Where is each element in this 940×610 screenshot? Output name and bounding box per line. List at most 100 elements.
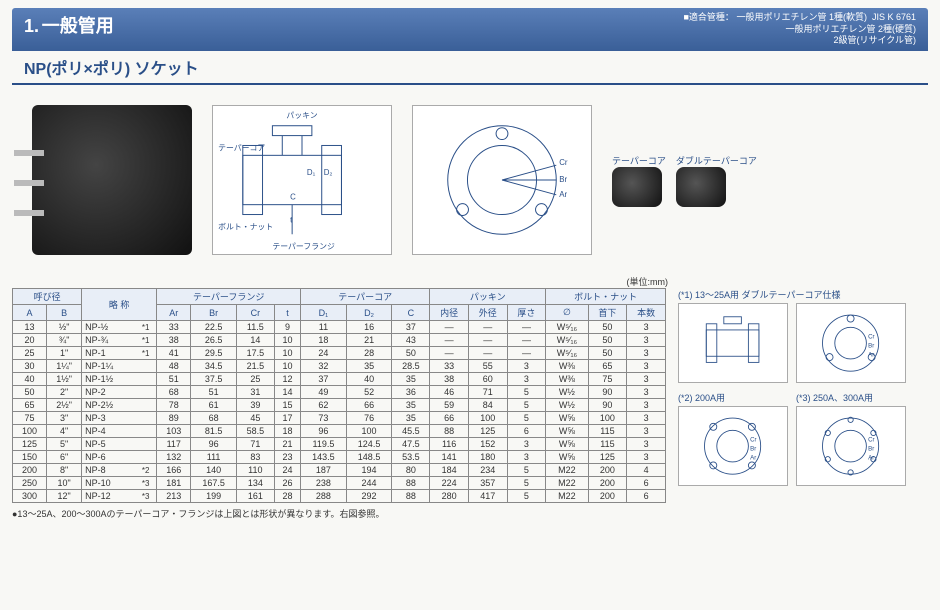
svg-text:t: t: [290, 215, 293, 224]
table-cell: 199: [191, 490, 237, 503]
table-cell: 48: [157, 360, 191, 373]
table-row: 502"NP-26851311449523646715W½903: [13, 386, 666, 399]
table-cell: 17.5: [236, 347, 274, 360]
table-cell: 71: [468, 386, 507, 399]
table-cell: 78: [157, 399, 191, 412]
table-cell: 10: [274, 334, 300, 347]
compat-label: ■適合管種：: [683, 12, 733, 22]
table-cell: NP-10: [82, 477, 135, 490]
table-cell: 8": [47, 464, 82, 477]
table-cell: 37: [392, 321, 430, 334]
table-cell: 141: [430, 451, 469, 464]
cross-section-diagram: パッキン テーパーコア ボルト・ナット テーパーフランジ D₁ D₂ C t: [212, 105, 392, 255]
table-cell: 18: [301, 334, 347, 347]
table-cell: M22: [546, 477, 588, 490]
table-cell: 103: [157, 425, 191, 438]
table-cell: 21.5: [236, 360, 274, 373]
side-diagram-1a: [678, 303, 788, 383]
svg-text:C: C: [290, 193, 296, 202]
compat-line-2: 2級管(リサイクル管): [833, 35, 916, 45]
svg-text:D₁: D₁: [307, 168, 316, 177]
table-cell: 125: [588, 451, 627, 464]
taper-core-label: テーパーコア: [612, 154, 666, 167]
table-note: ●13～25A、200～300Aのテーパーコア・フランジは上図とは形状が異なりま…: [12, 507, 666, 520]
sub-header: 外径: [468, 305, 507, 321]
svg-text:D₂: D₂: [324, 168, 333, 177]
table-cell: 37: [301, 373, 347, 386]
table-cell: 38: [157, 334, 191, 347]
table-cell: *1: [135, 347, 157, 360]
table-cell: 6: [627, 477, 666, 490]
table-cell: 35: [392, 399, 430, 412]
table-cell: 3: [627, 438, 666, 451]
table-cell: 2½": [47, 399, 82, 412]
table-cell: 5: [507, 399, 546, 412]
table-cell: 26.5: [191, 334, 237, 347]
svg-text:Br: Br: [751, 445, 757, 452]
sub-header: ∅: [546, 305, 588, 321]
taper-core-photo: [612, 167, 662, 207]
table-cell: 4": [47, 425, 82, 438]
svg-text:Br: Br: [559, 175, 567, 184]
table-cell: 167.5: [191, 477, 237, 490]
sub-header: D₂: [346, 305, 392, 321]
table-cell: 194: [346, 464, 392, 477]
table-cell: 3: [507, 438, 546, 451]
double-taper-core-photo: [676, 167, 726, 207]
table-cell: NP-¾: [82, 334, 135, 347]
table-cell: ½": [47, 321, 82, 334]
sub-header: Cr: [236, 305, 274, 321]
table-cell: 132: [157, 451, 191, 464]
table-cell: [135, 360, 157, 373]
figure-row: パッキン テーパーコア ボルト・ナット テーパーフランジ D₁ D₂ C t C…: [12, 95, 928, 265]
svg-text:Ar: Ar: [559, 190, 567, 199]
table-cell: NP-8: [82, 464, 135, 477]
table-cell: 100: [346, 425, 392, 438]
label-taper-core: テーパーコア: [218, 143, 265, 152]
table-cell: [135, 386, 157, 399]
table-cell: *1: [135, 334, 157, 347]
table-cell: ¾": [47, 334, 82, 347]
sub-header: t: [274, 305, 300, 321]
gh-flange: テーパーフランジ: [157, 289, 301, 305]
table-cell: 143.5: [301, 451, 347, 464]
table-cell: 25: [13, 347, 47, 360]
table-cell: 3: [507, 451, 546, 464]
table-cell: 88: [392, 490, 430, 503]
table-row: 753"NP-389684517737635661005W⅝1003: [13, 412, 666, 425]
table-cell: 88: [430, 425, 469, 438]
table-cell: 29.5: [191, 347, 237, 360]
table-cell: 26: [274, 477, 300, 490]
table-cell: W⁵⁄₁₆: [546, 334, 588, 347]
svg-text:Cr: Cr: [869, 334, 875, 341]
compat-info: ■適合管種： 一般用ポリエチレン管 1種(軟質) JIS K 6761 一般用ポ…: [683, 12, 916, 47]
table-cell: [135, 425, 157, 438]
table-cell: 5: [507, 490, 546, 503]
table-cell: 22.5: [191, 321, 237, 334]
table-cell: M22: [546, 490, 588, 503]
table-cell: W⅜: [546, 360, 588, 373]
table-cell: W⅝: [546, 451, 588, 464]
table-cell: 238: [301, 477, 347, 490]
table-cell: 3: [507, 373, 546, 386]
gh-bolt: ボルト・ナット: [546, 289, 666, 305]
table-cell: 11.5: [236, 321, 274, 334]
table-cell: 45: [236, 412, 274, 425]
table-cell: —: [430, 347, 469, 360]
table-cell: 80: [392, 464, 430, 477]
table-cell: 61: [191, 399, 237, 412]
table-cell: 75: [13, 412, 47, 425]
table-cell: 3: [627, 347, 666, 360]
svg-text:Cr: Cr: [869, 437, 875, 444]
table-row: 25010"NP-10*3181167.51342623824488224357…: [13, 477, 666, 490]
table-cell: 58.5: [236, 425, 274, 438]
table-cell: 41: [157, 347, 191, 360]
unit-label: (単位:mm): [12, 275, 928, 288]
table-cell: 83: [236, 451, 274, 464]
table-cell: 288: [301, 490, 347, 503]
table-cell: 75: [588, 373, 627, 386]
table-cell: 60: [468, 373, 507, 386]
table-cell: 21: [274, 438, 300, 451]
table-cell: M22: [546, 464, 588, 477]
table-cell: W⁵⁄₁₆: [546, 321, 588, 334]
